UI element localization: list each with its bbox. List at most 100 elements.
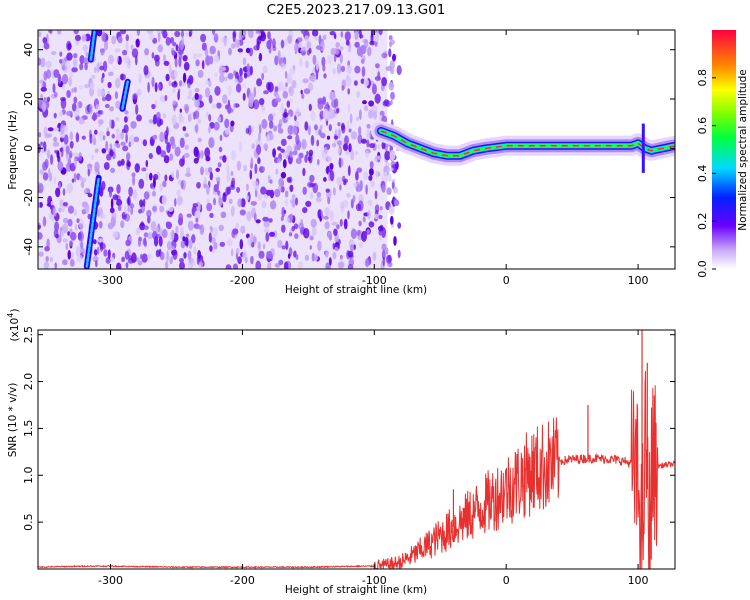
x-tick-label: 0 <box>503 574 510 587</box>
noise-blob <box>54 262 57 269</box>
noise-blob <box>103 249 108 257</box>
noise-blob <box>59 147 63 152</box>
noise-blob <box>85 104 91 115</box>
noise-blob <box>136 30 140 36</box>
noise-blob <box>304 154 308 163</box>
noise-blob <box>240 225 246 234</box>
noise-blob <box>368 221 375 228</box>
noise-blob <box>310 110 316 121</box>
noise-blob <box>171 249 177 256</box>
noise-blob <box>38 251 44 257</box>
noise-blob <box>374 76 381 81</box>
snr-frame <box>37 329 676 570</box>
y-tick-label: 0 <box>22 145 35 152</box>
noise-blob <box>57 161 64 171</box>
snr-marks <box>38 330 675 569</box>
noise-blob <box>243 164 248 172</box>
noise-blob <box>87 193 93 198</box>
noise-blob <box>336 224 340 230</box>
noise-blob <box>224 76 228 82</box>
snr-panel: -300 -200 -100 0 100 0.5 1.0 1.5 2.0 2.5 Height … <box>6 309 676 596</box>
noise-blob <box>158 236 163 247</box>
noise-blob <box>169 37 175 44</box>
noise-blob <box>381 77 387 87</box>
noise-blob <box>267 31 271 40</box>
noise-blob <box>46 96 51 103</box>
noise-blob <box>347 88 351 95</box>
noise-blob <box>268 218 273 223</box>
noise-blob <box>100 48 105 56</box>
noise-blob <box>159 131 165 143</box>
noise-blob <box>103 39 109 51</box>
noise-blob <box>165 221 173 230</box>
noise-blob <box>258 250 265 259</box>
noise-blob <box>168 64 172 75</box>
noise-blob <box>348 128 352 133</box>
noise-blob <box>67 43 72 50</box>
noise-blob <box>315 70 319 80</box>
noise-blob <box>356 167 363 173</box>
noise-blob <box>347 45 351 52</box>
noise-blob <box>105 94 112 102</box>
figure-title: C2E5.2023.217.09.13.G01 <box>267 2 446 18</box>
noise-blob <box>291 80 297 89</box>
noise-blob <box>143 65 149 76</box>
noise-blob <box>255 260 261 269</box>
noise-blob <box>115 128 120 134</box>
noise-blob <box>194 110 200 120</box>
noise-blob <box>378 214 383 220</box>
noise-blob <box>152 203 158 214</box>
noise-blob <box>94 66 97 74</box>
noise-blob <box>359 109 362 120</box>
x-tick-label: -100 <box>362 274 387 287</box>
noise-blob <box>276 93 280 99</box>
noise-blob <box>124 110 129 115</box>
noise-blob <box>111 212 117 220</box>
noise-blob <box>336 107 340 114</box>
noise-blob <box>163 155 170 164</box>
noise-blob <box>393 236 397 246</box>
noise-blob <box>239 209 246 216</box>
noise-blob <box>73 208 78 217</box>
noise-blob <box>237 75 243 84</box>
noise-blob <box>168 207 174 213</box>
noise-blob <box>226 164 230 175</box>
y-tick-label: 2.0 <box>22 373 35 391</box>
noise-blob <box>173 70 178 78</box>
noise-blob <box>156 145 162 155</box>
noise-blob <box>154 82 158 93</box>
noise-blob <box>282 112 289 118</box>
noise-blob <box>350 244 354 252</box>
noise-blob <box>361 66 366 78</box>
noise-blob <box>356 91 361 98</box>
noise-blob <box>54 127 59 132</box>
noise-blob <box>360 138 367 144</box>
noise-blob <box>374 204 380 213</box>
noise-blob <box>146 254 152 260</box>
noise-blob <box>96 209 101 217</box>
noise-blob <box>208 114 212 122</box>
noise-blob <box>344 135 349 146</box>
noise-blob <box>346 193 351 198</box>
noise-blob <box>235 247 240 255</box>
noise-blob <box>364 39 369 49</box>
noise-blob <box>261 72 265 81</box>
noise-blob <box>74 223 78 231</box>
noise-blob <box>328 108 335 120</box>
noise-blob <box>366 123 371 129</box>
noise-blob <box>76 101 79 113</box>
noise-blob <box>208 232 212 243</box>
noise-blob <box>181 37 185 45</box>
noise-blob <box>354 65 361 74</box>
noise-blob <box>200 150 204 159</box>
noise-blob <box>40 146 45 154</box>
noise-blob <box>224 127 230 135</box>
noise-blob <box>315 45 322 50</box>
noise-blob <box>277 158 282 164</box>
noise-blob <box>234 78 239 83</box>
noise-blob <box>282 159 287 169</box>
noise-blob <box>310 73 316 83</box>
colorbar-tick-label: 0.2 <box>696 212 709 230</box>
noise-blob <box>322 108 329 120</box>
noise-blob <box>172 42 177 47</box>
